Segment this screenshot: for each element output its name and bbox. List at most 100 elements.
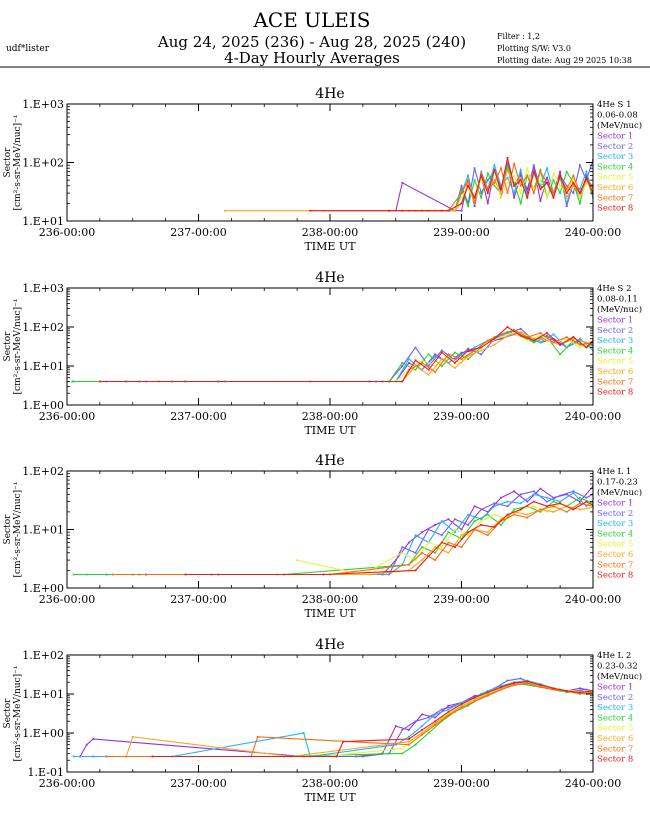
- data-point: [401, 209, 404, 212]
- data-point: [401, 181, 404, 184]
- data-point: [539, 683, 542, 685]
- data-point: [401, 752, 404, 755]
- data-point: [131, 735, 134, 738]
- data-point: [447, 704, 450, 707]
- legend-title-line: 4He L 2: [597, 651, 631, 661]
- data-point: [519, 179, 522, 181]
- data-point: [565, 188, 568, 191]
- software-label: Plotting S/W: V3.0: [497, 44, 571, 53]
- data-point: [342, 740, 344, 743]
- data-point: [473, 346, 476, 349]
- data-point: [493, 505, 496, 508]
- data-point: [506, 192, 509, 194]
- x-tick-label: 236-00:00: [39, 410, 95, 423]
- data-point: [539, 686, 542, 688]
- legend-item-sector-4: Sector 4: [597, 713, 633, 723]
- data-point: [486, 192, 489, 194]
- data-point: [434, 546, 437, 548]
- data-point: [421, 725, 423, 727]
- data-point: [256, 735, 259, 738]
- data-point: [486, 531, 489, 534]
- data-point: [440, 716, 443, 719]
- data-point: [440, 720, 443, 723]
- data-point: [579, 164, 581, 167]
- data-point: [513, 332, 515, 334]
- data-point: [447, 713, 450, 716]
- data-point: [585, 341, 588, 344]
- data-point: [532, 685, 535, 687]
- x-tick-label: 238-00:00: [302, 226, 358, 239]
- filter-label: Filter : 1,2: [497, 32, 540, 41]
- data-point: [493, 164, 496, 167]
- data-point: [440, 546, 443, 548]
- data-point: [579, 346, 581, 349]
- data-point: [506, 168, 509, 171]
- data-point: [486, 694, 489, 697]
- legend-item-sector-8: Sector 8: [597, 571, 633, 581]
- data-point: [579, 691, 581, 694]
- data-point: [559, 184, 561, 187]
- data-point: [467, 174, 469, 177]
- data-point: [486, 172, 489, 175]
- data-point: [408, 358, 410, 360]
- data-point: [460, 192, 463, 194]
- data-point: [309, 209, 312, 212]
- data-point: [565, 511, 568, 513]
- data-point: [467, 347, 469, 350]
- data-point: [427, 732, 430, 734]
- data-point: [519, 502, 522, 505]
- data-point: [480, 524, 483, 526]
- data-point: [434, 353, 437, 356]
- legend-item-sector-1: Sector 1: [597, 316, 633, 326]
- data-point: [460, 362, 463, 364]
- data-point: [500, 333, 502, 336]
- data-point: [447, 551, 450, 554]
- data-point: [401, 551, 404, 554]
- data-point: [460, 706, 463, 709]
- data-point: [532, 164, 535, 167]
- data-point: [500, 518, 502, 521]
- data-point: [519, 168, 522, 171]
- data-point: [401, 747, 404, 750]
- series-line-sector-1: [126, 333, 593, 383]
- data-point: [460, 704, 463, 707]
- data-point: [532, 490, 535, 493]
- data-point: [440, 351, 443, 354]
- data-point: [532, 192, 535, 194]
- data-point: [546, 336, 548, 338]
- data-point: [467, 355, 469, 357]
- data-point: [500, 336, 502, 338]
- data-point: [480, 518, 483, 521]
- data-point: [513, 513, 515, 516]
- data-point: [519, 202, 522, 205]
- data-point: [559, 170, 561, 173]
- data-point: [579, 502, 581, 505]
- series-line-sector-8: [99, 326, 593, 383]
- page-subtitle: 4-Day Hourly Averages: [224, 49, 400, 67]
- data-point: [480, 349, 483, 352]
- data-point: [460, 701, 463, 704]
- y-tick-label: 1.E+00: [22, 582, 64, 595]
- data-point: [467, 202, 469, 205]
- data-point: [434, 371, 437, 373]
- legend-item-sector-7: Sector 7: [597, 560, 633, 570]
- data-point: [539, 200, 542, 202]
- data-point: [427, 373, 430, 376]
- data-point: [552, 341, 555, 344]
- panel-title: 4He: [315, 453, 344, 469]
- data-point: [532, 188, 535, 191]
- data-point: [526, 174, 529, 177]
- series-line-sector-2: [145, 490, 593, 576]
- series-line-sector-4: [422, 164, 593, 212]
- data-point: [539, 334, 542, 337]
- data-point: [539, 341, 542, 344]
- data-point: [585, 176, 588, 179]
- legend-item-sector-3: Sector 3: [597, 519, 633, 529]
- legend-item-sector-6: Sector 6: [597, 367, 633, 377]
- data-point: [546, 500, 548, 503]
- data-point: [526, 167, 529, 170]
- data-point: [500, 334, 502, 337]
- data-point: [454, 518, 456, 521]
- data-point: [500, 167, 502, 170]
- data-point: [473, 696, 476, 699]
